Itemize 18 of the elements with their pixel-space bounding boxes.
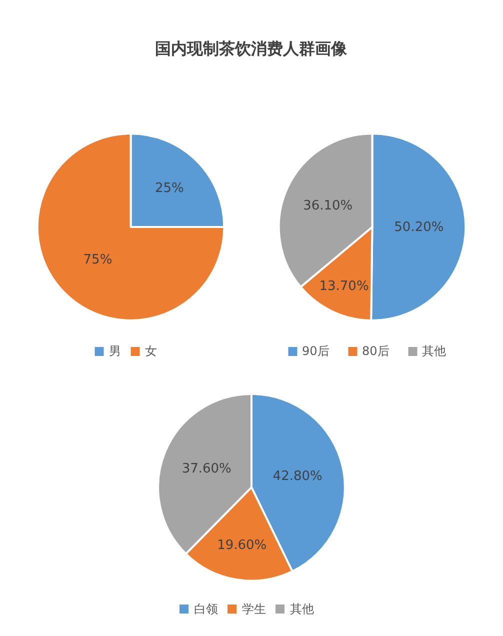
data-label: 19.60% — [217, 538, 267, 554]
data-label: 36.10% — [303, 198, 353, 214]
legend-label: 女 — [145, 344, 157, 358]
data-label: 50.20% — [394, 220, 444, 235]
legend-label: 其他 — [290, 602, 314, 616]
legend-label: 白领 — [194, 602, 218, 616]
data-label: 75% — [83, 252, 112, 268]
legend-label: 90后 — [302, 344, 330, 358]
legend-label: 学生 — [242, 602, 266, 616]
legend-label: 80后 — [362, 344, 390, 358]
legend-label: 男 — [109, 344, 121, 358]
chart-title: 国内现制茶饮消费人群画像 — [155, 39, 348, 58]
data-label: 13.70% — [319, 279, 369, 294]
pie-slice — [36, 132, 226, 322]
legend-label: 其他 — [422, 344, 446, 358]
data-label: 42.80% — [272, 469, 322, 484]
data-label: 25% — [154, 180, 184, 196]
data-label: 37.60% — [182, 461, 232, 476]
